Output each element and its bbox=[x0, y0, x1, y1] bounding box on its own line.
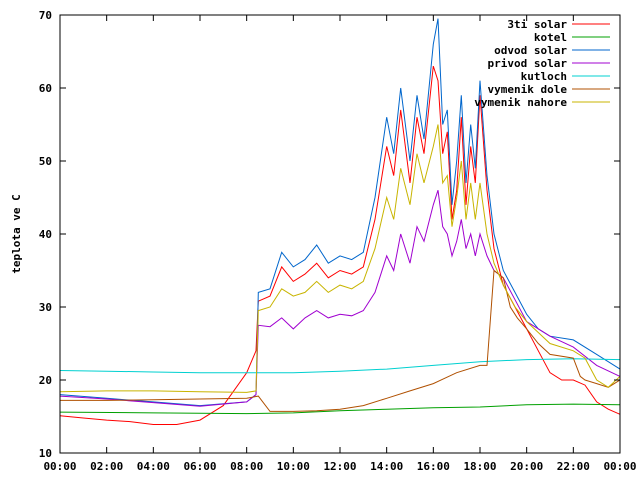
y-tick-label: 10 bbox=[39, 447, 52, 460]
x-tick-label: 22:00 bbox=[557, 460, 590, 473]
legend-label-6: vymenik nahore bbox=[474, 96, 567, 109]
x-tick-label: 18:00 bbox=[463, 460, 496, 473]
y-tick-label: 20 bbox=[39, 374, 52, 387]
x-tick-label: 16:00 bbox=[417, 460, 450, 473]
x-tick-label: 10:00 bbox=[277, 460, 310, 473]
y-tick-label: 70 bbox=[39, 9, 52, 22]
legend-label-5: vymenik dole bbox=[488, 83, 568, 96]
legend-label-4: kutloch bbox=[521, 70, 567, 83]
x-tick-label: 04:00 bbox=[137, 460, 170, 473]
x-tick-label: 06:00 bbox=[183, 460, 216, 473]
legend-label-1: kotel bbox=[534, 31, 567, 44]
series-line-1 bbox=[59, 403, 621, 415]
x-tick-label: 14:00 bbox=[370, 460, 403, 473]
x-tick-label: 12:00 bbox=[323, 460, 356, 473]
y-tick-label: 40 bbox=[39, 228, 52, 241]
series-line-5 bbox=[60, 269, 621, 412]
axis-ticks: 00:00 02:00 04:00 06:00 08:00 10:00 12:00 14:00… bbox=[39, 9, 637, 473]
x-tick-label: 20:00 bbox=[510, 460, 543, 473]
x-tick-label: 08:00 bbox=[230, 460, 263, 473]
x-tick-label: 00:00 bbox=[603, 460, 636, 473]
series-line-4 bbox=[59, 358, 621, 374]
y-tick-label: 50 bbox=[39, 155, 52, 168]
series-line-6 bbox=[59, 124, 621, 393]
series-layer bbox=[59, 18, 621, 425]
legend-label-3: privod solar bbox=[488, 57, 568, 70]
y-tick-label: 60 bbox=[39, 82, 52, 95]
x-tick-label: 00:00 bbox=[43, 460, 76, 473]
series-line-2 bbox=[59, 18, 621, 407]
legend-label-2: odvod solar bbox=[494, 44, 567, 57]
x-tick-label: 02:00 bbox=[90, 460, 123, 473]
y-tick-label: 30 bbox=[39, 301, 52, 314]
series-line-0 bbox=[59, 65, 621, 425]
legend-label-0: 3ti solar bbox=[507, 18, 567, 31]
y-axis-title: teplota ve C bbox=[10, 194, 23, 273]
